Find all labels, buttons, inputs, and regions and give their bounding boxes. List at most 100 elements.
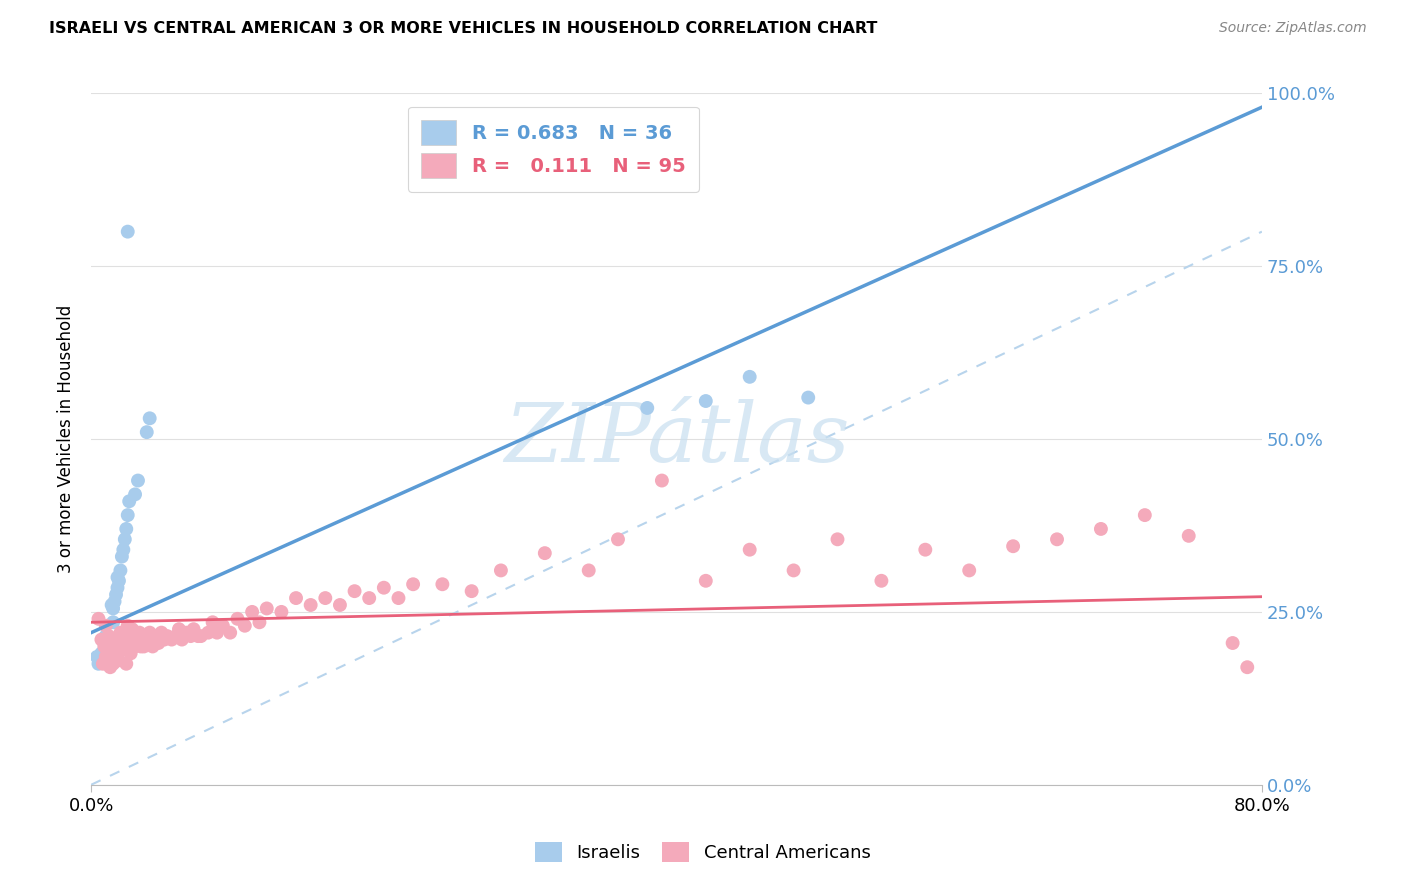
Point xyxy=(914,542,936,557)
Point xyxy=(270,605,292,619)
Point xyxy=(240,605,263,619)
Point xyxy=(165,629,187,643)
Point xyxy=(957,563,980,577)
Point xyxy=(94,629,117,643)
Point xyxy=(124,640,146,654)
Point xyxy=(132,640,155,654)
Point xyxy=(187,629,209,643)
Point xyxy=(1133,508,1156,522)
Point xyxy=(94,643,117,657)
Point xyxy=(249,615,271,630)
Point xyxy=(117,618,139,632)
Point xyxy=(107,640,129,654)
Point xyxy=(148,636,170,650)
Point xyxy=(111,643,134,657)
Point xyxy=(93,640,115,654)
Point xyxy=(373,581,395,595)
Point xyxy=(402,577,425,591)
Point xyxy=(103,649,125,664)
Point xyxy=(129,640,152,654)
Point xyxy=(797,391,820,405)
Point xyxy=(138,411,160,425)
Point xyxy=(105,588,128,602)
Legend: R = 0.683   N = 36, R =   0.111   N = 95: R = 0.683 N = 36, R = 0.111 N = 95 xyxy=(408,106,699,192)
Point xyxy=(101,615,124,630)
Point xyxy=(205,625,228,640)
Point xyxy=(1002,539,1025,553)
Point xyxy=(91,657,114,671)
Point xyxy=(118,636,141,650)
Point xyxy=(108,574,131,588)
Point xyxy=(738,542,761,557)
Point xyxy=(121,622,143,636)
Point xyxy=(124,629,146,643)
Point xyxy=(97,629,120,643)
Point xyxy=(359,591,381,605)
Point xyxy=(101,601,124,615)
Point xyxy=(533,546,555,560)
Point xyxy=(738,369,761,384)
Point xyxy=(101,657,124,671)
Point xyxy=(183,622,205,636)
Point xyxy=(695,574,717,588)
Point xyxy=(128,625,150,640)
Point xyxy=(233,618,256,632)
Y-axis label: 3 or more Vehicles in Household: 3 or more Vehicles in Household xyxy=(58,305,75,574)
Point xyxy=(90,632,112,647)
Point xyxy=(153,632,176,647)
Point xyxy=(174,625,197,640)
Point xyxy=(114,640,136,654)
Point xyxy=(1090,522,1112,536)
Point xyxy=(107,581,129,595)
Point xyxy=(695,394,717,409)
Text: ISRAELI VS CENTRAL AMERICAN 3 OR MORE VEHICLES IN HOUSEHOLD CORRELATION CHART: ISRAELI VS CENTRAL AMERICAN 3 OR MORE VE… xyxy=(49,21,877,37)
Point xyxy=(160,632,183,647)
Point xyxy=(131,629,153,643)
Point xyxy=(256,601,278,615)
Point xyxy=(87,612,110,626)
Point xyxy=(117,508,139,522)
Point xyxy=(138,625,160,640)
Point xyxy=(114,533,136,547)
Point xyxy=(110,563,132,577)
Point xyxy=(145,629,167,643)
Point xyxy=(1222,636,1244,650)
Point xyxy=(112,629,135,643)
Point xyxy=(94,618,117,632)
Point xyxy=(90,646,112,660)
Point xyxy=(100,598,122,612)
Point xyxy=(607,533,630,547)
Point xyxy=(110,640,132,654)
Point xyxy=(197,625,219,640)
Point xyxy=(115,657,138,671)
Point xyxy=(97,646,120,660)
Point xyxy=(782,563,804,577)
Point xyxy=(110,625,132,640)
Point xyxy=(115,522,138,536)
Point xyxy=(135,629,157,643)
Point xyxy=(117,632,139,647)
Point xyxy=(190,629,212,643)
Point xyxy=(156,629,179,643)
Point xyxy=(105,646,128,660)
Point xyxy=(98,660,121,674)
Point xyxy=(636,401,658,415)
Point xyxy=(285,591,308,605)
Point xyxy=(103,632,125,647)
Point xyxy=(329,598,352,612)
Point xyxy=(827,533,849,547)
Text: ZIPátlas: ZIPátlas xyxy=(503,399,849,479)
Point xyxy=(135,425,157,439)
Point xyxy=(167,622,190,636)
Point xyxy=(1046,533,1069,547)
Point xyxy=(343,584,366,599)
Point xyxy=(107,570,129,584)
Point xyxy=(1236,660,1258,674)
Legend: Israelis, Central Americans: Israelis, Central Americans xyxy=(529,835,877,870)
Point xyxy=(138,636,160,650)
Point xyxy=(489,563,512,577)
Point xyxy=(870,574,893,588)
Point xyxy=(86,649,108,664)
Point xyxy=(120,646,142,660)
Point xyxy=(460,584,482,599)
